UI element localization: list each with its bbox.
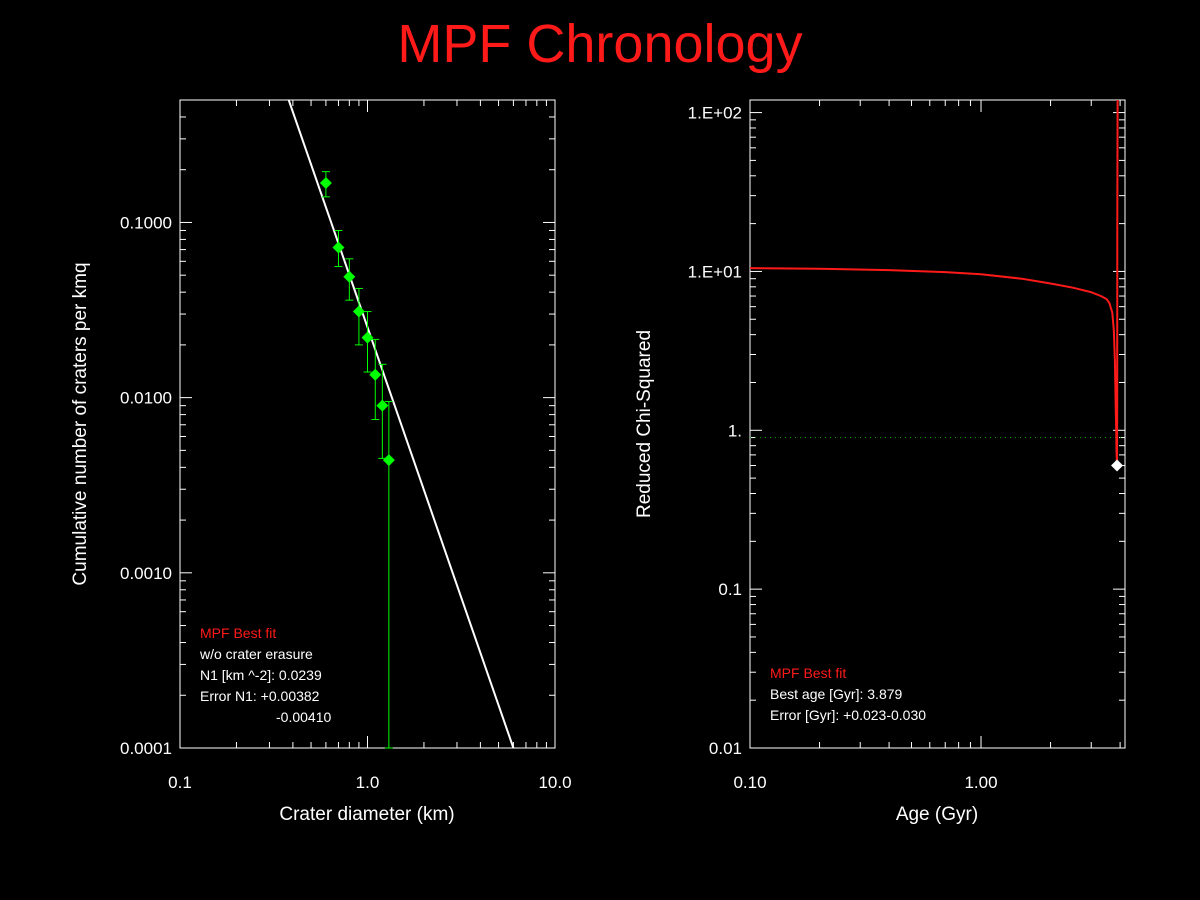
right-annotation-line: Error [Gyr]: +0.023-0.030 [770,707,926,723]
data-point [382,401,395,749]
data-point [343,258,356,301]
right-axis-ticks [749,100,1125,749]
right-y-axis-label: Reduced Chi-Squared [634,330,655,518]
best-age-marker [1111,459,1124,472]
left-annotation-heading: MPF Best fit [200,625,276,641]
data-point [376,363,389,459]
y-tick-label: 0.0010 [120,564,172,583]
y-tick-label: 0.0001 [120,739,172,758]
left-tick-labels: 0.1 1.0 10.0 0.0001 0.0010 0.0100 0.1000 [120,213,572,792]
y-tick-label: 0.1000 [120,213,172,232]
data-point [319,171,332,198]
y-tick-label: 1.E+02 [688,104,742,123]
data-point [352,287,365,346]
best-age-diamond [1111,459,1124,472]
x-tick-label: 10.0 [538,773,571,792]
right-tick-labels: 0.10 1.00 0.01 0.1 1. 1.E+01 1.E+02 [688,104,998,792]
right-annotation-heading: MPF Best fit [770,665,846,681]
left-annotation-line: N1 [km ^-2]: 0.0239 [200,667,322,683]
data-points [319,171,395,749]
fit-line [287,99,515,749]
y-tick-label: 0.01 [709,739,742,758]
chart-title: MPF Chronology [397,14,802,74]
diamond-marker [369,368,382,381]
diamond-marker [319,176,332,189]
diamond-marker [332,241,345,254]
left-x-axis-label: Crater diameter (km) [279,804,454,825]
chi-squared-plot: 0.10 1.000.010.11.1.E+011.E+02 Age (Gyr) … [634,99,1126,825]
crater-size-frequency-plot: 0.1 1.0 10.0 0.0001 0.0010 0.0100 0.1000 Crate… [70,99,572,825]
right-plot-frame [749,99,1126,749]
x-tick-label: 0.10 [733,773,766,792]
y-tick-label: 1.E+01 [688,262,742,281]
y-tick-label: 0.0100 [120,389,172,408]
left-annotation-line: w/o crater erasure [199,646,313,662]
diamond-marker [382,454,395,467]
left-annotation: MPF Best fit w/o crater erasure N1 [km ^… [199,625,331,725]
diamond-marker [361,331,374,344]
x-tick-label: 1.0 [356,773,380,792]
x-tick-label: 0.1 [168,773,192,792]
diamond-marker [343,270,356,283]
left-annotation-line: -0.00410 [276,709,331,725]
data-point [369,338,382,421]
right-annotation: MPF Best fit Best age [Gyr]: 3.879 Error… [770,665,926,723]
data-point [332,229,345,268]
x-tick-label: 1.00 [964,773,997,792]
right-x-axis-label: Age (Gyr) [896,804,978,825]
y-tick-label: 1. [728,421,742,440]
diamond-marker [376,399,389,412]
right-annotation-line: Best age [Gyr]: 3.879 [770,686,903,702]
diamond-marker [352,305,365,318]
left-annotation-line: Error N1: +0.00382 [200,688,320,704]
left-axis-ticks [179,99,556,749]
left-y-axis-label: Cumulative number of craters per kmq [70,262,91,585]
y-tick-label: 0.1 [718,580,742,599]
data-point [361,311,374,373]
